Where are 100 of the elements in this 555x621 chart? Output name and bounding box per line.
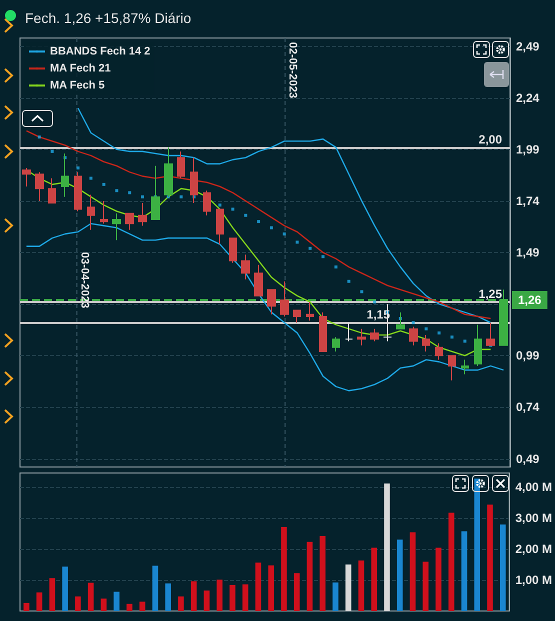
bar [88, 582, 94, 611]
y-tick-label: 2,00 M [515, 542, 552, 556]
candlestick [435, 342, 443, 360]
point [257, 220, 260, 224]
y-tick-label: 0,74 [516, 400, 540, 414]
bar [204, 590, 210, 611]
candlestick [370, 328, 379, 342]
candlestick [357, 328, 366, 346]
bar [422, 562, 429, 611]
point [102, 182, 106, 186]
candlestick [177, 150, 185, 179]
candlestick [22, 167, 31, 187]
candlestick [203, 190, 211, 216]
candlestick [87, 194, 95, 230]
candlestick [138, 202, 147, 226]
bar [24, 602, 30, 611]
candlestick [345, 322, 353, 342]
point [334, 265, 338, 268]
bar [62, 566, 68, 611]
point [38, 136, 41, 138]
y-tick-label: 1,74 [516, 194, 540, 208]
candlestick [112, 212, 121, 241]
candlestick [229, 238, 237, 264]
point [141, 195, 144, 198]
bar [487, 504, 493, 611]
point [450, 336, 454, 339]
bar [114, 592, 120, 611]
candlestick [35, 172, 44, 202]
y-tick-label: 1,99 [516, 142, 540, 156]
bar [332, 582, 338, 611]
y-tick-label: 4,00 M [515, 480, 552, 494]
candlestick [100, 200, 108, 224]
y-tick-label: 1,00 M [515, 572, 552, 587]
bar [178, 596, 184, 611]
candlestick [48, 178, 56, 204]
bar [255, 562, 262, 611]
candlestick [319, 312, 327, 352]
ref-line-label: 1,25 [478, 287, 502, 301]
point [463, 340, 466, 343]
candlestick [474, 324, 482, 366]
bar [216, 580, 222, 611]
point [296, 240, 299, 244]
bar [474, 478, 480, 611]
point [373, 300, 376, 304]
point [347, 280, 350, 283]
point [282, 232, 286, 236]
point [76, 166, 80, 170]
annotation: 02-05-2023 [286, 42, 299, 98]
candlestick [241, 254, 250, 280]
candlestick [267, 289, 276, 315]
bar [190, 581, 197, 611]
y-tick-label: 3,00 M [515, 510, 552, 525]
line-series [26, 222, 504, 392]
bar [294, 573, 300, 611]
candlestick [74, 172, 82, 212]
candlestick [216, 208, 224, 245]
candlestick [293, 310, 301, 324]
bar [384, 484, 390, 611]
bar [345, 564, 352, 611]
ref-line-label: 2,00 [478, 132, 502, 146]
y-tick-label: 1,49 [516, 246, 540, 260]
point [360, 290, 364, 294]
legend-label: MA Fech 5 [50, 80, 105, 92]
bar [320, 536, 326, 611]
bar [165, 583, 171, 611]
candlestick [332, 336, 340, 352]
candlestick [125, 212, 134, 230]
bar [461, 531, 468, 611]
chart-title: Fech. 1,26 +15,87% Diário [25, 10, 192, 26]
point [308, 246, 312, 250]
y-tick-label: 0,99 [516, 348, 540, 363]
bar [49, 578, 56, 611]
bar [358, 560, 364, 611]
legend-label: MA Fech 21 [50, 62, 111, 74]
bar [139, 602, 146, 611]
bar [152, 566, 158, 611]
y-tick-label: 2,24 [516, 90, 540, 105]
y-tick-label: 0,49 [516, 452, 540, 466]
bar [281, 526, 287, 611]
bar [396, 540, 403, 611]
point [322, 255, 325, 258]
annotation: 03-04-2023 [78, 252, 90, 308]
point [424, 327, 428, 330]
point [115, 189, 118, 192]
point [438, 331, 441, 334]
point [89, 176, 92, 180]
candlestick [448, 355, 456, 381]
bar [230, 584, 236, 611]
candlestick [254, 264, 263, 296]
point [231, 208, 234, 211]
bar [306, 542, 313, 611]
candlestick [422, 334, 430, 352]
candlestick [280, 280, 289, 317]
bar [268, 565, 274, 611]
point [180, 195, 183, 198]
legend-label: BBANDS Fech 14 2 [50, 46, 150, 58]
bar [410, 532, 416, 611]
point [50, 150, 54, 153]
y-tick-label: 2,49 [516, 39, 540, 54]
bar [75, 596, 81, 611]
